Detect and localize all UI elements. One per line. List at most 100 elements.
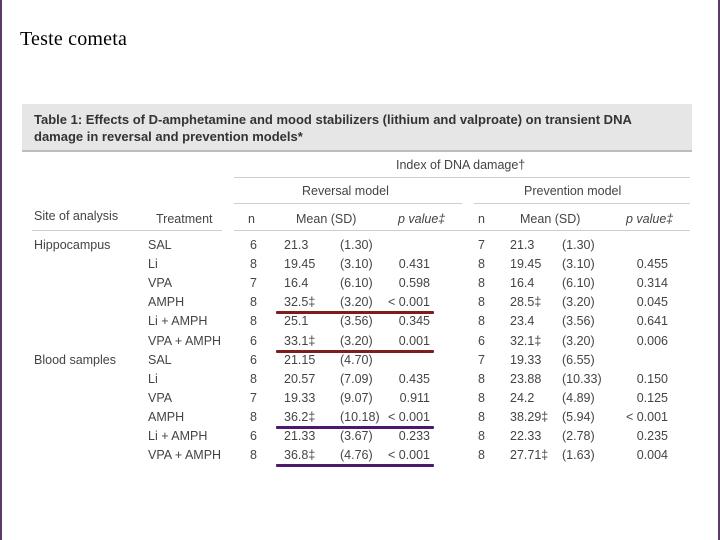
cell-psd: (3.10) [562,257,595,272]
cell-rsd: (4.70) [340,352,373,367]
cell-rsd: (7.09) [340,371,373,386]
cell-pp: 0.235 [636,429,668,443]
cell-pmean: 19.33 [510,352,542,367]
cell-rmean: 25.1 [284,314,309,329]
header-rule-left [32,230,222,231]
col-reversal-pvalue: p value‡ [398,212,446,226]
cell-rsd: (3.67) [340,429,373,443]
cell-treatment: Li [148,257,158,272]
cell-psd: (1.30) [562,238,595,252]
cell-pn: 8 [478,448,485,463]
cell-pp: 0.125 [636,390,668,405]
prevention-rule [474,203,690,204]
cell-pp: 0.150 [636,371,668,386]
cell-rmean: 32.5‡ [284,295,316,310]
table-image: Table 1: Effects of D-amphetamine and mo… [22,104,692,472]
cell-pmean: 19.45 [510,257,542,272]
cell-rmean: 21.33 [284,429,316,443]
col-treatment: Treatment [156,212,213,226]
cell-rn: 6 [250,429,257,443]
cell-pmean: 32.1‡ [510,333,542,348]
cell-psd: (4.89) [562,390,595,405]
cell-pmean: 23.4 [510,314,535,329]
highlight-underline [276,425,434,429]
cell-pmean: 21.3 [510,238,535,252]
cell-rsd: (10.18) [340,409,380,424]
col-reversal-n: n [248,212,255,226]
cell-pn: 7 [478,238,485,252]
cell-rp: 0.233 [398,429,430,443]
cell-pmean: 16.4 [510,276,535,291]
cell-psd: (10.33) [562,371,602,386]
cell-rsd: (3.10) [340,257,373,272]
cell-psd: (3.56) [562,314,595,329]
cell-pmean: 24.2 [510,390,535,405]
cell-rp: 0.911 [399,390,430,405]
cell-treatment: AMPH [148,295,185,310]
cell-pn: 8 [478,429,485,443]
cell-rp: 0.435 [398,371,430,386]
slide-border-right [718,0,720,540]
cell-treatment: Li + AMPH [148,314,208,329]
cell-pmean: 23.88 [510,371,542,386]
reversal-rule [234,203,462,204]
cell-treatment: AMPH [148,409,185,424]
col-prevention-n: n [478,212,485,226]
cell-psd: (2.78) [562,429,595,443]
cell-psd: (6.10) [562,276,595,291]
cell-treatment: Li [148,371,158,386]
cell-rn: 6 [250,333,257,348]
cell-pn: 8 [478,314,485,329]
cell-rsd: (6.10) [340,276,373,291]
cell-rn: 8 [250,409,257,424]
cell-rmean: 36.2‡ [284,409,316,424]
cell-rp: < 0.001 [387,409,430,424]
cell-rmean: 33.1‡ [284,333,316,348]
cell-psd: (3.20) [562,295,595,310]
col-site: Site of analysis [34,209,119,223]
cell-rn: 6 [250,352,257,367]
highlight-underline [276,311,434,315]
cell-psd: (6.55) [562,352,595,367]
cell-pn: 8 [478,295,485,310]
cell-rn: 8 [250,295,257,310]
cell-psd: (5.94) [562,409,595,424]
cell-rp: 0.001 [398,333,430,348]
cell-psd: (3.20) [562,333,595,348]
cell-rmean: 19.33 [284,390,316,405]
header-rule-right [234,230,690,231]
cell-pp: 0.314 [636,276,668,291]
cell-psd: (1.63) [562,448,595,463]
cell-pn: 8 [478,390,485,405]
cell-rmean: 36.8‡ [284,448,316,463]
cell-pn: 8 [478,257,485,272]
table-caption-bar: Table 1: Effects of D-amphetamine and mo… [22,104,692,152]
cell-pp: 0.641 [636,314,668,329]
cell-treatment: VPA + AMPH [148,448,222,463]
cell-rp: 0.598 [398,276,430,291]
cell-rmean: 21.15 [284,352,316,367]
table-caption: Table 1: Effects of D-amphetamine and mo… [34,112,632,144]
cell-pp: 0.045 [636,295,668,310]
cell-pn: 6 [478,333,485,348]
cell-rp: 0.345 [398,314,430,329]
col-prevention-pvalue: p value‡ [626,212,674,226]
cell-treatment: Li + AMPH [148,429,208,443]
cell-rmean: 21.3 [284,238,309,252]
cell-rn: 8 [250,371,257,386]
cell-rsd: (9.07) [340,390,373,405]
cell-pp: 0.455 [636,257,668,272]
cell-rp: 0.431 [398,257,430,272]
cell-treatment: VPA [148,390,173,405]
cell-rmean: 19.45 [284,257,316,272]
cell-rn: 8 [250,257,257,272]
highlight-underline [276,464,434,468]
cell-treatment: SAL [148,238,172,252]
cell-site: Blood samples [34,352,116,367]
cell-treatment: VPA [148,276,173,291]
highlight-underline [276,349,434,353]
cell-pp: 0.006 [636,333,668,348]
cell-pp: 0.004 [636,448,668,463]
super-header: Index of DNA damage† [396,158,526,172]
cell-rsd: (3.20) [340,333,373,348]
